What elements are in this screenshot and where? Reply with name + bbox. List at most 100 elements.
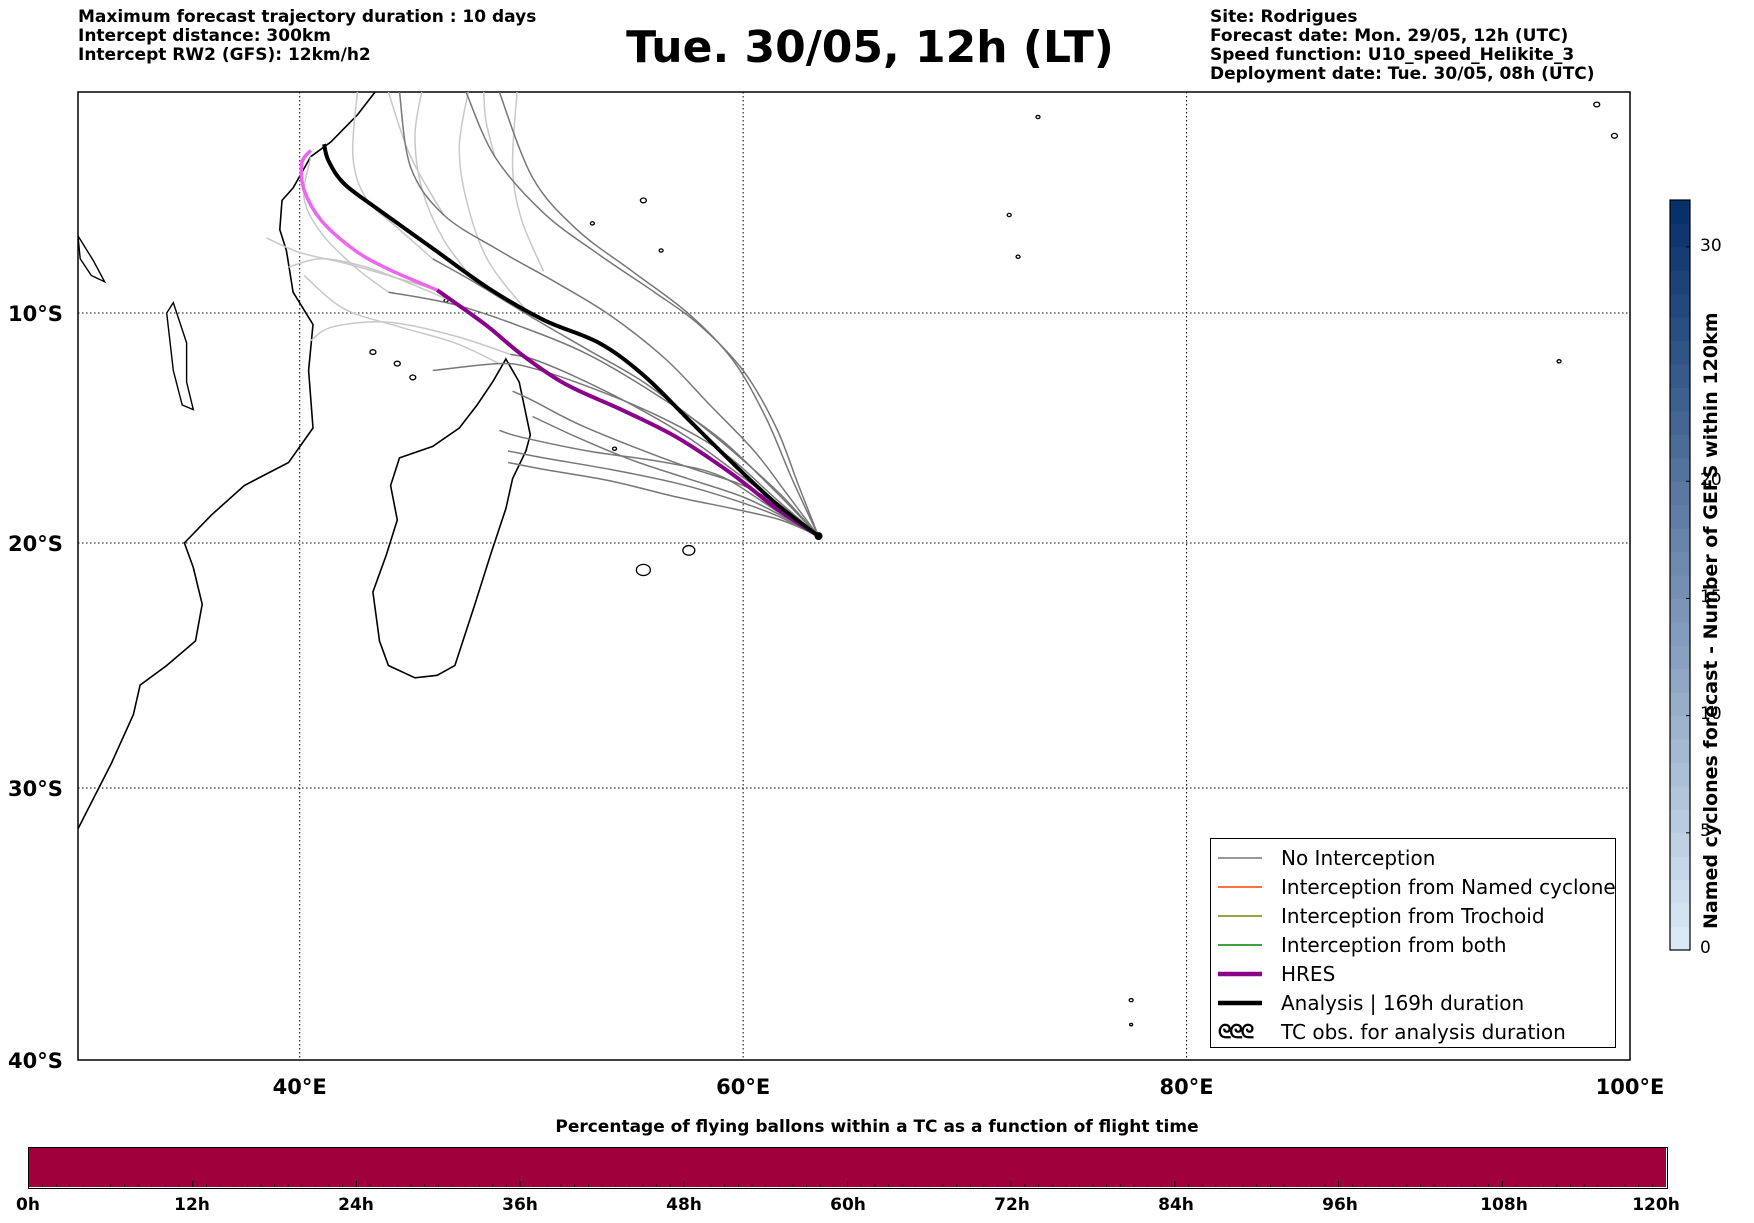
- colorbar-band: [1670, 270, 1690, 295]
- member-trajectory-late: [387, 92, 445, 216]
- colorbar-band: [1670, 340, 1690, 365]
- colorbar-band: [1670, 809, 1690, 834]
- run-parameters: Maximum forecast trajectory duration : 1…: [78, 8, 536, 65]
- member-trajectory-late: [303, 274, 500, 365]
- legend: No Interception Interception from Named …: [1210, 838, 1616, 1048]
- member-trajectory-late: [288, 258, 456, 304]
- legend-swatch: [1218, 885, 1262, 888]
- colorbar-band: [1670, 692, 1690, 717]
- island: [639, 197, 648, 204]
- island: [589, 221, 596, 226]
- param-deployment-date: Deployment date: Tue. 30/05, 08h (UTC): [1210, 64, 1595, 84]
- lat-label: 20°S: [8, 532, 63, 556]
- tc-symbol-icon: ᘓᘓᘓ: [1218, 1020, 1254, 1043]
- axis-labels: 10°S 20°S 30°S 40°S 40°E 60°E 80°E 100°E: [8, 302, 1664, 1099]
- island: [1610, 132, 1619, 139]
- colorbar-band: [1670, 645, 1690, 670]
- hbar-tick-36h: 36h: [502, 1195, 538, 1215]
- member-trajectory: [465, 92, 820, 537]
- legend-label: No Interception: [1281, 845, 1436, 870]
- flight-time-fill: [29, 1148, 1666, 1187]
- hbar-tick-0h: 0h: [16, 1195, 40, 1215]
- island: [369, 349, 377, 356]
- colorbar-band: [1670, 785, 1690, 810]
- island: [393, 360, 401, 367]
- legend-label: HRES: [1281, 961, 1336, 986]
- member-trajectory: [532, 415, 819, 537]
- analysis-trajectory: [322, 143, 820, 538]
- hres-trajectory: [436, 288, 820, 538]
- cbar-tick-10: 10: [1700, 704, 1722, 724]
- legend-label: Interception from Trochoid: [1281, 903, 1545, 928]
- island: [635, 563, 652, 577]
- legend-label: TC obs. for analysis duration: [1281, 1019, 1566, 1044]
- legend-item-tc-obs: ᘓᘓᘓ TC obs. for analysis duration: [1211, 1017, 1566, 1046]
- colorbar-band: [1670, 879, 1690, 904]
- island: [658, 248, 664, 253]
- legend-item-hres: HRES: [1211, 959, 1335, 988]
- member-trajectory-late: [414, 92, 478, 285]
- colorbar-band: [1670, 387, 1690, 412]
- colorbar-band: [1670, 575, 1690, 599]
- colorbar-band: [1670, 410, 1690, 435]
- cyclone-colorbar: [1669, 199, 1691, 951]
- colorbar-band: [1670, 668, 1690, 693]
- legend-swatch: [1218, 856, 1262, 859]
- member-trajectory: [498, 92, 820, 537]
- member-trajectory-late: [458, 92, 534, 319]
- colorbar-band: [1670, 598, 1690, 623]
- island: [1556, 359, 1562, 364]
- legend-item-named-cyclone: Interception from Named cyclone: [1211, 872, 1616, 901]
- legend-item-both: Interception from both: [1211, 930, 1507, 959]
- trajectories: [266, 92, 823, 541]
- colorbar-band: [1670, 551, 1690, 576]
- member-trajectory-late: [310, 321, 511, 356]
- colorbar-band: [1670, 504, 1690, 529]
- legend-item-analysis: Analysis | 169h duration: [1211, 988, 1524, 1017]
- colorbar-band: [1670, 762, 1690, 787]
- legend-swatch: [1218, 914, 1262, 917]
- param-site: Site: Rodrigues: [1210, 7, 1358, 27]
- hbar-tick-120h: 120h: [1632, 1195, 1680, 1215]
- member-trajectory: [398, 92, 820, 537]
- flight-time-bar-fill: [29, 1148, 1666, 1187]
- member-trajectory-late: [266, 237, 438, 291]
- colorbar-band: [1670, 434, 1690, 459]
- colorbar-title: Named cyclones forecast - Number of GEFS…: [1700, 312, 1722, 929]
- colorbar-band: [1670, 364, 1690, 388]
- island: [682, 544, 696, 556]
- cbar-tick-20: 20: [1700, 470, 1722, 490]
- island: [409, 374, 417, 381]
- hbar-tick-96h: 96h: [1322, 1195, 1358, 1215]
- lon-label: 80°E: [1160, 1075, 1214, 1099]
- colorbar-band: [1670, 481, 1690, 506]
- param-intercept-rw2: Intercept RW2 (GFS): 12km/h2: [78, 45, 371, 65]
- member-trajectory: [507, 461, 819, 537]
- legend-label: Analysis | 169h duration: [1281, 990, 1525, 1015]
- hbar-tick-72h: 72h: [994, 1195, 1030, 1215]
- colorbar-band: [1670, 457, 1690, 482]
- flight-time-bar: [28, 1147, 1668, 1189]
- param-speed-function: Speed function: U10_speed_Helikite_3: [1210, 45, 1575, 65]
- hbar-tick-108h: 108h: [1480, 1195, 1528, 1215]
- member-trajectory: [507, 450, 819, 537]
- site-parameters: Site: Rodrigues Forecast date: Mon. 29/0…: [1210, 8, 1595, 84]
- lon-label: 100°E: [1596, 1075, 1665, 1099]
- cbar-tick-0: 0: [1700, 938, 1711, 958]
- hbar-tick-84h: 84h: [1158, 1195, 1194, 1215]
- lake-malawi: [165, 300, 195, 411]
- cbar-tick-30: 30: [1700, 236, 1722, 256]
- island: [1593, 101, 1601, 108]
- island: [1006, 212, 1012, 218]
- lat-label: 40°S: [8, 1049, 63, 1073]
- legend-swatch: [1218, 943, 1262, 946]
- colorbar-band: [1670, 223, 1690, 248]
- colorbar-band: [1670, 200, 1690, 224]
- lake-tanganyika: [78, 235, 107, 284]
- island: [1015, 254, 1021, 259]
- colorbar-band: [1670, 621, 1690, 646]
- hbar-tick-48h: 48h: [666, 1195, 702, 1215]
- hres-trajectory-late: [299, 149, 438, 292]
- param-duration: Maximum forecast trajectory duration : 1…: [78, 7, 537, 27]
- lat-label: 10°S: [8, 302, 63, 326]
